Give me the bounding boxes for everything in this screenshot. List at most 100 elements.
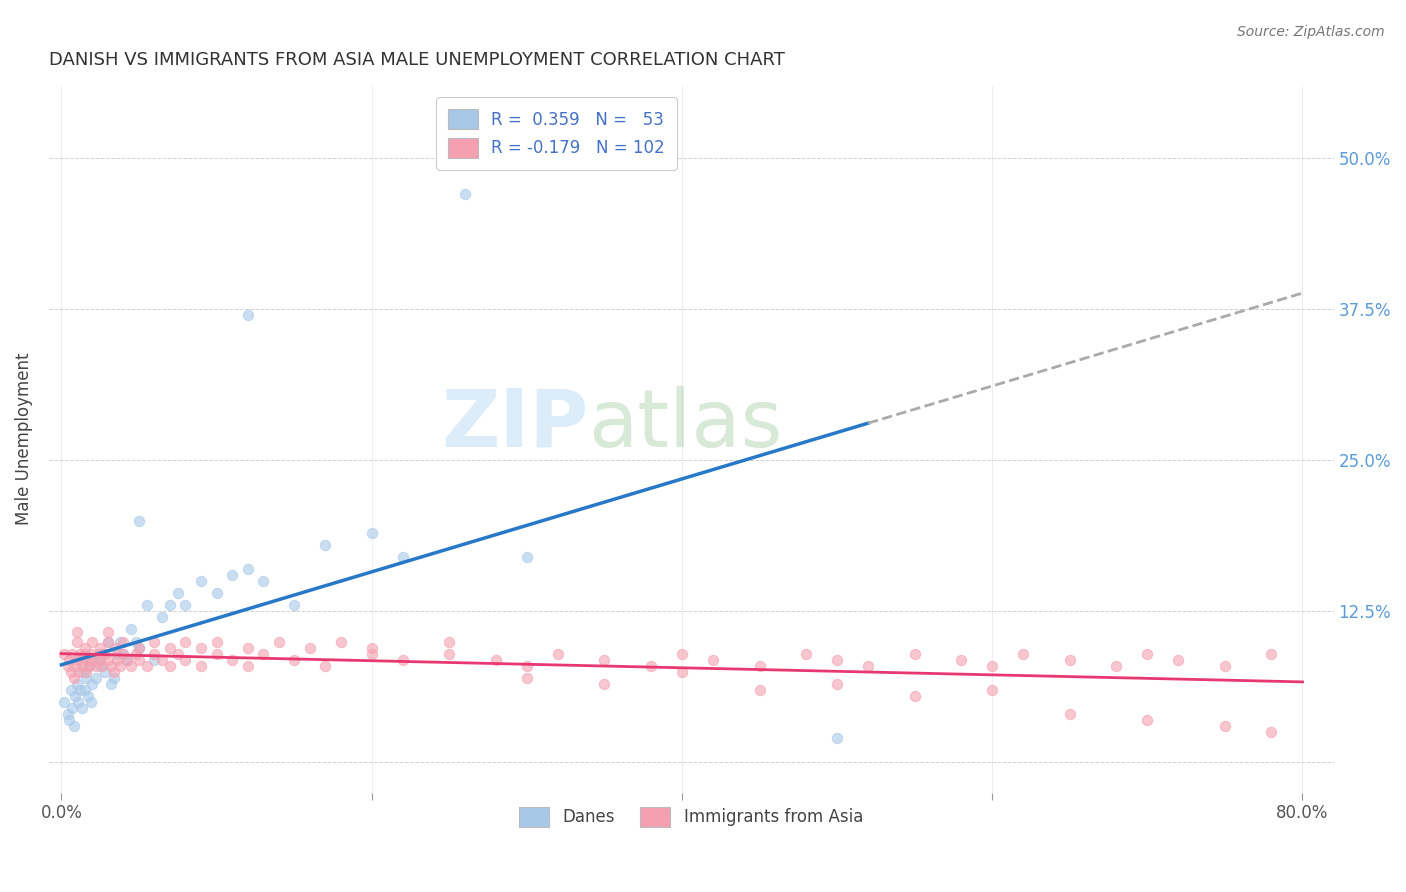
Text: Source: ZipAtlas.com: Source: ZipAtlas.com — [1237, 25, 1385, 39]
Point — [1136, 647, 1159, 661]
Point — [110, 634, 132, 648]
Point — [53, 695, 76, 709]
Point — [82, 677, 104, 691]
Text: atlas: atlas — [589, 386, 783, 464]
Point — [110, 658, 132, 673]
Text: ZIP: ZIP — [441, 386, 589, 464]
Point — [59, 682, 82, 697]
Point — [150, 653, 173, 667]
Point — [593, 677, 616, 691]
Point — [128, 640, 150, 655]
Point — [65, 658, 87, 673]
Point — [174, 653, 197, 667]
Point — [640, 658, 662, 673]
Point — [329, 634, 352, 648]
Point — [62, 719, 84, 733]
Point — [1059, 653, 1081, 667]
Point — [84, 658, 107, 673]
Point — [128, 514, 150, 528]
Point — [112, 647, 135, 661]
Point — [825, 731, 848, 746]
Point — [112, 634, 135, 648]
Point — [66, 634, 89, 648]
Point — [439, 647, 461, 661]
Point — [58, 713, 80, 727]
Point — [97, 653, 120, 667]
Point — [516, 671, 538, 685]
Point — [105, 653, 128, 667]
Point — [205, 586, 228, 600]
Point — [205, 634, 228, 648]
Point — [314, 538, 336, 552]
Point — [950, 653, 973, 667]
Point — [794, 647, 817, 661]
Point — [56, 658, 79, 673]
Point — [360, 647, 382, 661]
Point — [748, 682, 770, 697]
Point — [60, 647, 83, 661]
Point — [516, 658, 538, 673]
Point — [135, 599, 157, 613]
Point — [58, 653, 80, 667]
Point — [1167, 653, 1189, 667]
Point — [748, 658, 770, 673]
Point — [314, 658, 336, 673]
Point — [1213, 719, 1236, 733]
Point — [360, 525, 382, 540]
Point — [125, 634, 148, 648]
Point — [391, 549, 413, 564]
Point — [90, 647, 112, 661]
Point — [75, 665, 97, 679]
Point — [97, 624, 120, 639]
Point — [72, 665, 94, 679]
Point — [120, 658, 142, 673]
Legend: Danes, Immigrants from Asia: Danes, Immigrants from Asia — [513, 800, 870, 834]
Point — [128, 640, 150, 655]
Point — [236, 640, 259, 655]
Point — [283, 653, 305, 667]
Point — [105, 647, 128, 661]
Point — [439, 634, 461, 648]
Y-axis label: Male Unemployment: Male Unemployment — [15, 353, 32, 525]
Point — [89, 640, 111, 655]
Point — [120, 623, 142, 637]
Point — [94, 647, 117, 661]
Point — [904, 689, 927, 703]
Point — [72, 658, 94, 673]
Point — [221, 568, 243, 582]
Point — [87, 653, 110, 667]
Point — [70, 701, 93, 715]
Point — [391, 653, 413, 667]
Point — [252, 647, 274, 661]
Point — [100, 677, 122, 691]
Point — [825, 677, 848, 691]
Point — [90, 658, 112, 673]
Point — [702, 653, 724, 667]
Point — [97, 634, 120, 648]
Point — [159, 599, 181, 613]
Point — [73, 647, 96, 661]
Point — [825, 653, 848, 667]
Point — [115, 653, 138, 667]
Point — [76, 653, 98, 667]
Point — [62, 671, 84, 685]
Point — [159, 658, 181, 673]
Point — [190, 658, 212, 673]
Point — [89, 653, 111, 667]
Point — [89, 658, 111, 673]
Point — [79, 658, 101, 673]
Point — [66, 624, 89, 639]
Point — [252, 574, 274, 588]
Point — [856, 658, 879, 673]
Point — [485, 653, 508, 667]
Point — [143, 634, 166, 648]
Point — [70, 653, 93, 667]
Point — [1260, 647, 1282, 661]
Point — [1059, 707, 1081, 722]
Point — [84, 671, 107, 685]
Point — [56, 707, 79, 722]
Point — [981, 682, 1004, 697]
Point — [59, 665, 82, 679]
Point — [128, 653, 150, 667]
Point — [283, 599, 305, 613]
